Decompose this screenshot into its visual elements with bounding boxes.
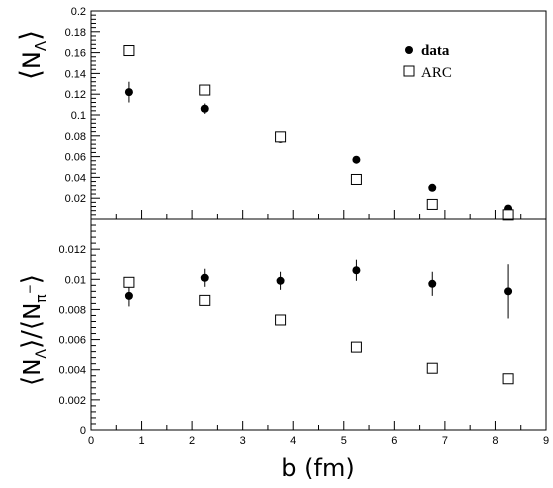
- arc-point: [123, 45, 135, 57]
- plot-frame: [90, 218, 547, 431]
- plot-frame: [90, 10, 547, 220]
- svg-text:⟨NΛ⟩/⟨Nπ−⟩: ⟨NΛ⟩/⟨Nπ−⟩: [17, 274, 50, 386]
- y-tick-label: 0.08: [65, 131, 86, 143]
- x-tick-label: 3: [240, 435, 246, 447]
- x-tick-label: 5: [341, 435, 347, 447]
- x-tick-label: 7: [442, 435, 448, 447]
- y-tick-label: 0.1: [71, 110, 86, 122]
- top-y-axis-title: ⟨NΛ⟩: [14, 30, 50, 80]
- x-tick-label: 6: [391, 435, 397, 447]
- y-tick-label: 0.004: [58, 365, 86, 377]
- data-point: [428, 279, 437, 288]
- bottom-ylabel-sub2: π: [34, 294, 50, 303]
- svg-text:⟨NΛ⟩: ⟨NΛ⟩: [14, 30, 50, 80]
- x-tick-label: 9: [543, 435, 549, 447]
- legend-arc-label: ARC: [421, 65, 452, 81]
- y-tick-label: 0.002: [58, 395, 86, 407]
- y-tick-label: 0.18: [65, 27, 86, 39]
- data-point: [124, 88, 133, 97]
- arc-point: [199, 294, 211, 306]
- arc-point: [350, 173, 362, 185]
- x-tick-label: 4: [290, 435, 296, 447]
- y-tick-label: 0.12: [65, 89, 86, 101]
- data-point: [200, 273, 209, 282]
- legend-data-marker: [405, 46, 413, 54]
- arc-point: [502, 209, 514, 221]
- x-tick-label: 2: [189, 435, 195, 447]
- legend-arc-marker: [403, 65, 415, 77]
- x-tick-label: 1: [138, 435, 144, 447]
- y-tick-label: 0.012: [58, 244, 86, 256]
- data-point: [276, 276, 285, 285]
- y-tick-label: 0.16: [65, 48, 86, 60]
- x-axis-title: b (fm): [281, 454, 354, 482]
- legend: data ARC: [403, 43, 452, 81]
- y-tick-label: 0: [80, 425, 86, 437]
- y-tick-label: 0.006: [58, 335, 86, 347]
- legend-data-label: data: [421, 43, 450, 59]
- top-panel: 0.02 0.04 0.06 0.08 0.1 0.12 0.14 0.16 0.18 0.2: [65, 6, 547, 221]
- data-point: [124, 291, 133, 300]
- arc-point: [350, 341, 362, 353]
- arc-point: [123, 276, 135, 288]
- arc-point: [275, 314, 287, 326]
- x-tick-label: 0: [88, 435, 94, 447]
- arc-point: [275, 131, 287, 143]
- y-tick-label: 0.14: [65, 68, 86, 80]
- data-point: [428, 183, 437, 192]
- y-tick-label: 0.2: [71, 6, 86, 18]
- angle-right: ⟩: [14, 30, 47, 41]
- bottom-ylabel-n1: N: [20, 359, 46, 376]
- y-tick-label: 0.06: [65, 152, 86, 164]
- bottom-panel: 0 0.002 0.004 0.006 0.008 0.01 0.012 0 1 2 3 4 5 6 7 8 9: [58, 218, 549, 447]
- arc-point: [426, 362, 438, 374]
- data-point: [200, 104, 209, 113]
- x-tick-label: 8: [492, 435, 498, 447]
- bottom-ylabel-sup: −: [23, 284, 37, 294]
- top-ylabel-subscript: Λ: [32, 40, 50, 51]
- arc-point: [199, 84, 211, 96]
- y-tick-label: 0.008: [58, 304, 86, 316]
- bottom-ylabel-sub1: Λ: [34, 349, 50, 359]
- y-tick-label: 0.02: [65, 193, 86, 205]
- bottom-y-axis-title: ⟨NΛ⟩/⟨Nπ−⟩: [17, 274, 50, 386]
- y-tick-label: 0.04: [65, 172, 86, 184]
- data-point: [504, 287, 513, 296]
- angle-left: ⟨: [14, 69, 47, 80]
- y-tick-label: 0.01: [65, 274, 86, 286]
- data-point: [352, 266, 361, 275]
- arc-point: [502, 373, 514, 385]
- data-point: [352, 155, 361, 164]
- arc-point: [426, 198, 438, 210]
- top-ylabel-n: N: [18, 51, 46, 69]
- bottom-ylabel-n2: N: [20, 303, 46, 320]
